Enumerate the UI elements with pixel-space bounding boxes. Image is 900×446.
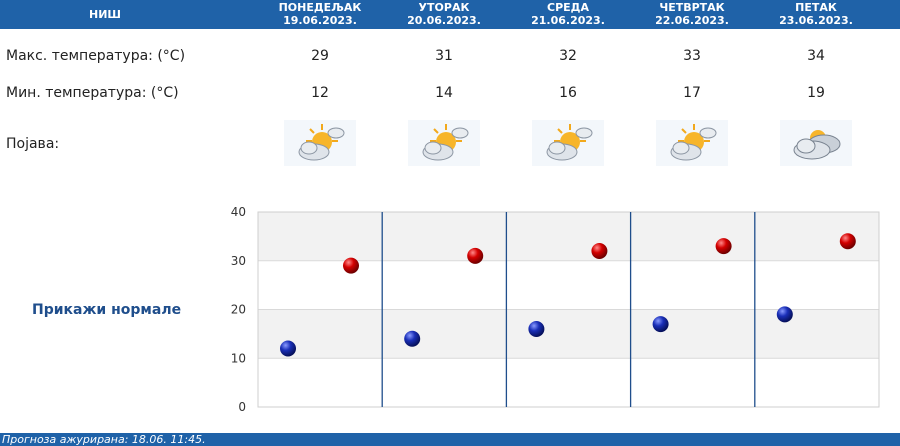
day-header-1: ПОНЕДЕЉАК 19.06.2023. (258, 1, 382, 27)
min-temp-point (652, 316, 669, 333)
day-header-5: ПЕТАК 23.06.2023. (754, 1, 878, 27)
min-temp-value: 12 (311, 85, 329, 101)
y-tick-label: 10 (231, 351, 246, 365)
y-tick-label: 30 (231, 254, 246, 268)
partly-sunny-icon (284, 120, 356, 166)
y-tick-label: 40 (231, 205, 246, 219)
day-name: СРЕДА (547, 1, 589, 14)
temperature-chart: 0 10 20 30 40 (231, 205, 880, 414)
min-temp-point (776, 306, 793, 323)
max-temp-value: 32 (559, 48, 577, 64)
max-temp-point (467, 247, 484, 264)
day-date: 21.06.2023. (531, 14, 605, 27)
partly-sunny-icon (656, 120, 728, 166)
min-temp-point (280, 340, 296, 357)
min-temp-value: 16 (559, 85, 577, 101)
partly-sunny-icon (532, 120, 604, 166)
y-tick-label: 0 (238, 400, 246, 414)
max-temp-label: Макс. температура: (°C) (6, 48, 186, 64)
forecast-updated-text: Прогноза ажурирана: 18.06. 11:45. (2, 433, 206, 446)
max-temp-point (715, 238, 732, 255)
day-name: ПЕТАК (795, 1, 837, 14)
phenomenon-label: Појава: (6, 136, 60, 152)
day-date: 20.06.2023. (407, 14, 481, 27)
day-date: 23.06.2023. (779, 14, 853, 27)
forecast-updated: Прогноза ажурирана: 18.06. 11:45. (0, 433, 900, 446)
day-name: УТОРАК (418, 1, 470, 14)
forecast-header: НИШ ПОНЕДЕЉАК 19.06.2023. УТОРАК 20.06.2… (0, 0, 900, 29)
show-normals-link[interactable]: Прикажи нормале (32, 302, 182, 318)
min-temp-point (404, 330, 421, 347)
min-temp-value: 19 (807, 85, 825, 101)
day-date: 19.06.2023. (283, 14, 357, 27)
partly-sunny-icon (408, 120, 480, 166)
day-header-4: ЧЕТВРТАК 22.06.2023. (630, 1, 754, 27)
max-temp-point (591, 243, 608, 259)
chart-band (258, 309, 879, 359)
min-temp-value: 17 (683, 85, 701, 101)
chart-band (258, 358, 879, 407)
max-temp-point (343, 257, 359, 274)
cloudy-icon (780, 120, 852, 166)
city-name: НИШ (88, 8, 121, 21)
plot-frame (257, 211, 880, 408)
day-name: ПОНЕДЕЉАК (278, 1, 362, 14)
day-header-3: СРЕДА 21.06.2023. (506, 1, 630, 27)
max-temp-value: 34 (807, 48, 825, 64)
day-header-2: УТОРАК 20.06.2023. (382, 1, 506, 27)
day-name: ЧЕТВРТАК (659, 1, 725, 14)
day-date: 22.06.2023. (655, 14, 729, 27)
max-temp-point (839, 233, 856, 250)
max-temp-value: 33 (683, 48, 701, 64)
max-temp-value: 31 (435, 48, 453, 64)
y-tick-label: 20 (231, 303, 246, 317)
max-temp-value: 29 (311, 48, 329, 64)
chart-band (258, 212, 879, 261)
min-temp-label: Мин. температура: (°C) (6, 85, 179, 101)
min-temp-value: 14 (435, 85, 453, 101)
chart-band (258, 260, 879, 310)
min-temp-point (528, 321, 545, 337)
